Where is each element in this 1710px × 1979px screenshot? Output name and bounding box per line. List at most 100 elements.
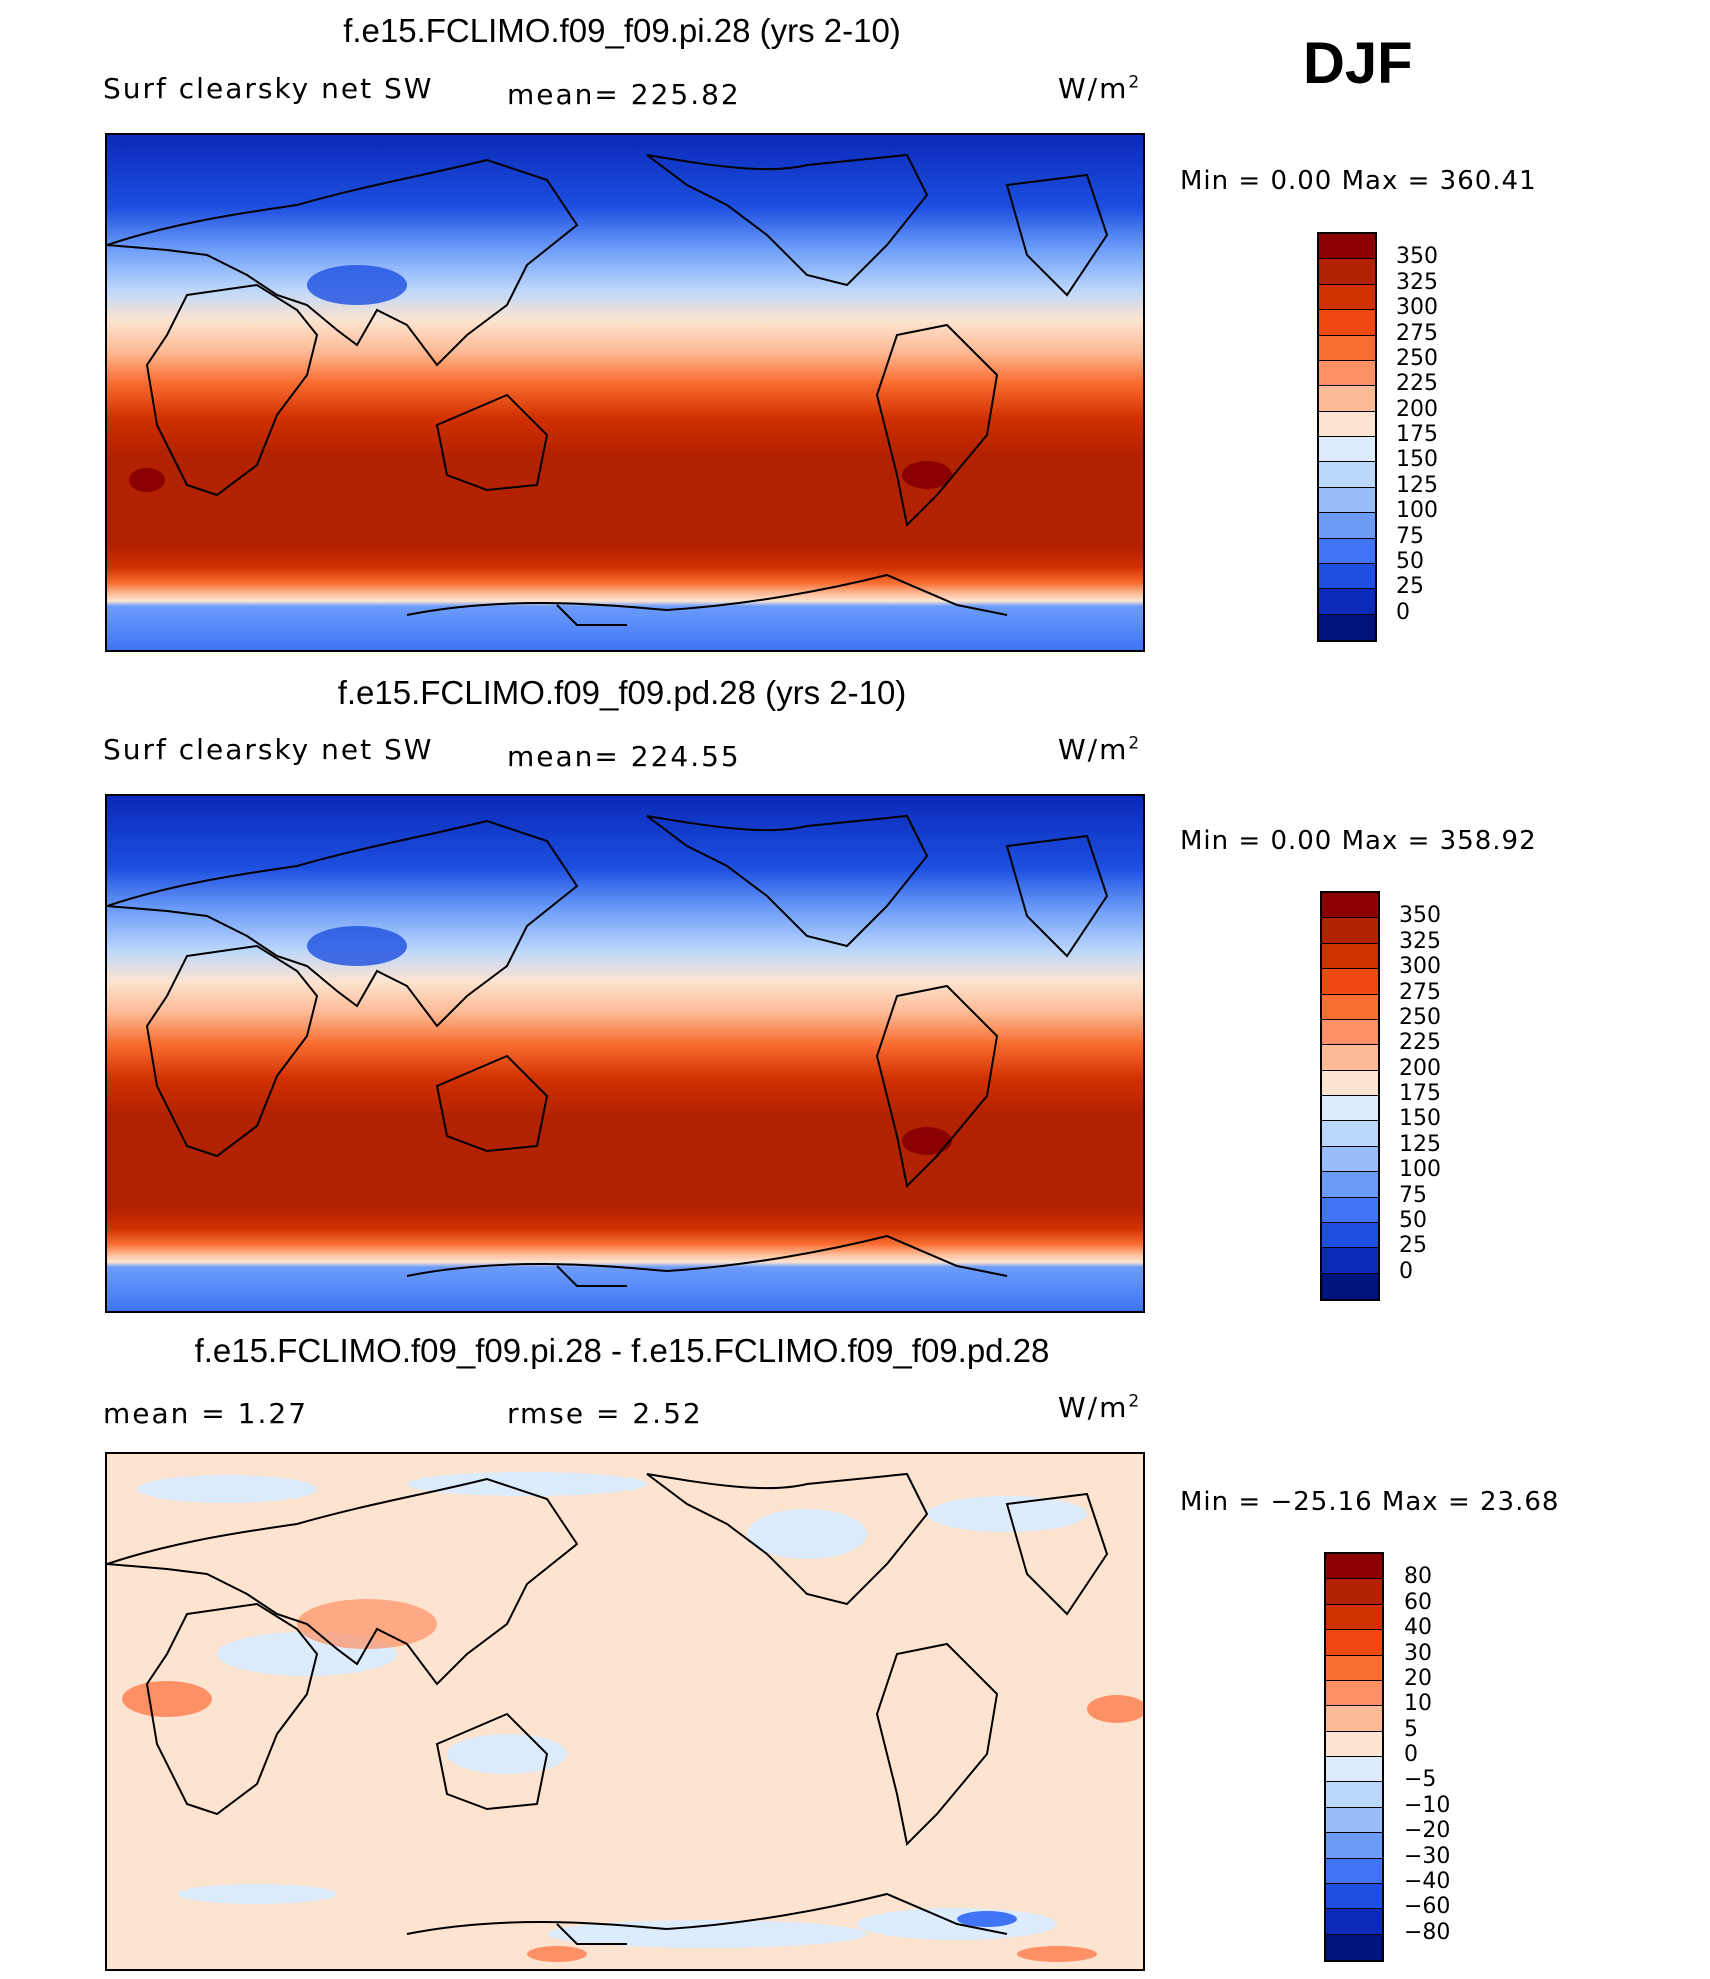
colorbar-tick-label: 175 xyxy=(1399,1081,1441,1106)
colorbar-box xyxy=(1326,1934,1382,1960)
colorbar-tick-label: 100 xyxy=(1396,498,1438,524)
colorbar-tick-label: 5 xyxy=(1404,1716,1418,1742)
season-label: DJF xyxy=(1303,31,1413,96)
panel-1-high-patch-africa xyxy=(129,468,165,492)
colorbar-tick-label: 25 xyxy=(1399,1233,1427,1259)
colorbar-box xyxy=(1319,614,1375,640)
colorbar-box xyxy=(1322,1273,1378,1299)
colorbar-tick-label: 60 xyxy=(1404,1589,1432,1615)
colorbar-tick-label: 150 xyxy=(1399,1106,1441,1132)
colorbar-box xyxy=(1326,1680,1382,1707)
colorbar-tick-label: −20 xyxy=(1404,1818,1451,1844)
colorbar-tick-label: 20 xyxy=(1404,1665,1432,1691)
colorbar-box xyxy=(1322,1096,1378,1122)
colorbar-box xyxy=(1326,1630,1382,1656)
panel-2-colorbar-labels: 350 325 300 275 250 225 200 175 150 125 100 75 50 25 0 xyxy=(1399,891,1479,1301)
panel-1-variable-label: Surf clearsky net SW xyxy=(103,72,434,105)
panel-3-minmax: Min = −25.16 Max = 23.68 xyxy=(1180,1487,1560,1517)
colorbar-box xyxy=(1322,1197,1378,1223)
panel-2-variable-label: Surf clearsky net SW xyxy=(103,733,434,766)
colorbar-box xyxy=(1322,994,1378,1020)
colorbar-box xyxy=(1326,1554,1382,1580)
colorbar-box xyxy=(1322,1045,1378,1071)
colorbar-box xyxy=(1326,1579,1382,1605)
colorbar-tick-label: 250 xyxy=(1396,345,1438,371)
colorbar-tick-label: 150 xyxy=(1396,447,1438,473)
panel-1-colorbar-labels: 350 325 300 275 250 225 200 175 150 125 100 75 50 25 0 xyxy=(1396,232,1476,642)
colorbar-box xyxy=(1326,1858,1382,1884)
colorbar-tick-label: −30 xyxy=(1404,1843,1451,1869)
colorbar-box xyxy=(1319,360,1375,387)
colorbar-tick-label: 0 xyxy=(1396,599,1410,625)
colorbar-box xyxy=(1326,1833,1382,1859)
colorbar-box xyxy=(1322,1146,1378,1173)
colorbar-box xyxy=(1326,1655,1382,1681)
colorbar-tick-label: −10 xyxy=(1404,1792,1451,1818)
panel-2-units: W/m2 xyxy=(1058,733,1142,766)
colorbar-box xyxy=(1319,589,1375,615)
panel-1-field xyxy=(107,135,1143,650)
panel-1-colorbar xyxy=(1317,232,1377,642)
panel-3-title: f.e15.FCLIMO.f09_f09.pi.28 - f.e15.FCLIM… xyxy=(194,1332,1050,1369)
colorbar-box xyxy=(1326,1757,1382,1783)
colorbar-box xyxy=(1326,1782,1382,1808)
colorbar-tick-label: 200 xyxy=(1396,396,1438,422)
colorbar-box xyxy=(1319,538,1375,564)
colorbar-tick-label: 10 xyxy=(1404,1691,1432,1717)
colorbar-tick-label: 275 xyxy=(1396,320,1438,346)
colorbar-tick-label: 100 xyxy=(1399,1157,1441,1183)
colorbar-box xyxy=(1322,1222,1378,1249)
colorbar-box xyxy=(1322,1121,1378,1147)
colorbar-tick-label: 225 xyxy=(1399,1030,1441,1056)
colorbar-tick-label: −5 xyxy=(1404,1767,1437,1793)
colorbar-tick-label: 275 xyxy=(1399,979,1441,1005)
colorbar-tick-label: 30 xyxy=(1404,1640,1432,1666)
panel-3-colorbar xyxy=(1324,1552,1384,1962)
colorbar-tick-label: 325 xyxy=(1399,928,1441,954)
panel-1-map xyxy=(105,133,1145,652)
colorbar-box xyxy=(1326,1731,1382,1757)
colorbar-tick-label: 75 xyxy=(1399,1182,1427,1208)
colorbar-tick-label: 75 xyxy=(1396,523,1424,549)
panel-2-colorbar xyxy=(1320,891,1380,1301)
panel-3-coastlines xyxy=(107,1472,1109,1945)
panel-1-units: W/m2 xyxy=(1058,72,1142,105)
panel-1-high-patch-chile xyxy=(902,461,952,489)
panel-3-positive-patches xyxy=(122,1599,1143,1962)
panel-3-negative-patches xyxy=(137,1472,1087,1948)
colorbar-box xyxy=(1319,335,1375,361)
colorbar-box xyxy=(1326,1706,1382,1732)
colorbar-box xyxy=(1326,1909,1382,1935)
colorbar-box xyxy=(1319,310,1375,336)
colorbar-box xyxy=(1319,284,1375,311)
panel-3-field xyxy=(107,1454,1143,1969)
colorbar-tick-label: 50 xyxy=(1396,548,1424,574)
colorbar-box xyxy=(1326,1807,1382,1834)
colorbar-box xyxy=(1322,943,1378,970)
colorbar-tick-label: 300 xyxy=(1396,295,1438,321)
panel-3-map xyxy=(105,1452,1145,1971)
colorbar-tick-label: 300 xyxy=(1399,954,1441,980)
panel-2-coastlines xyxy=(107,814,1109,1287)
panel-1-low-patch-asia xyxy=(307,265,407,305)
colorbar-tick-label: 0 xyxy=(1404,1742,1418,1767)
colorbar-box xyxy=(1322,893,1378,919)
colorbar-box xyxy=(1322,969,1378,995)
colorbar-box xyxy=(1319,487,1375,514)
panel-2-high-patch-chile xyxy=(902,1127,952,1155)
colorbar-tick-label: −40 xyxy=(1404,1868,1451,1894)
colorbar-tick-label: 40 xyxy=(1404,1615,1432,1641)
panel-1-mean-label: mean= 225.82 xyxy=(507,78,741,111)
colorbar-tick-label: −80 xyxy=(1404,1919,1451,1945)
panel-3-rmse-label: rmse = 2.52 xyxy=(507,1397,703,1430)
colorbar-box xyxy=(1326,1883,1382,1910)
panel-2-map xyxy=(105,794,1145,1313)
colorbar-box xyxy=(1319,563,1375,590)
panel-2-mean-label: mean= 224.55 xyxy=(507,740,741,773)
colorbar-tick-label: 0 xyxy=(1399,1258,1413,1284)
panel-3-strong-negative-patch xyxy=(957,1911,1017,1927)
panel-3-colorbar-labels: 80 60 40 30 20 10 5 0 −5 −10 −20 −30 −40 −60 −80 xyxy=(1404,1552,1484,1962)
panel-1-coastlines xyxy=(107,153,1109,626)
colorbar-tick-label: 125 xyxy=(1399,1131,1441,1157)
panel-2-title: f.e15.FCLIMO.f09_f09.pd.28 (yrs 2-10) xyxy=(337,674,907,711)
